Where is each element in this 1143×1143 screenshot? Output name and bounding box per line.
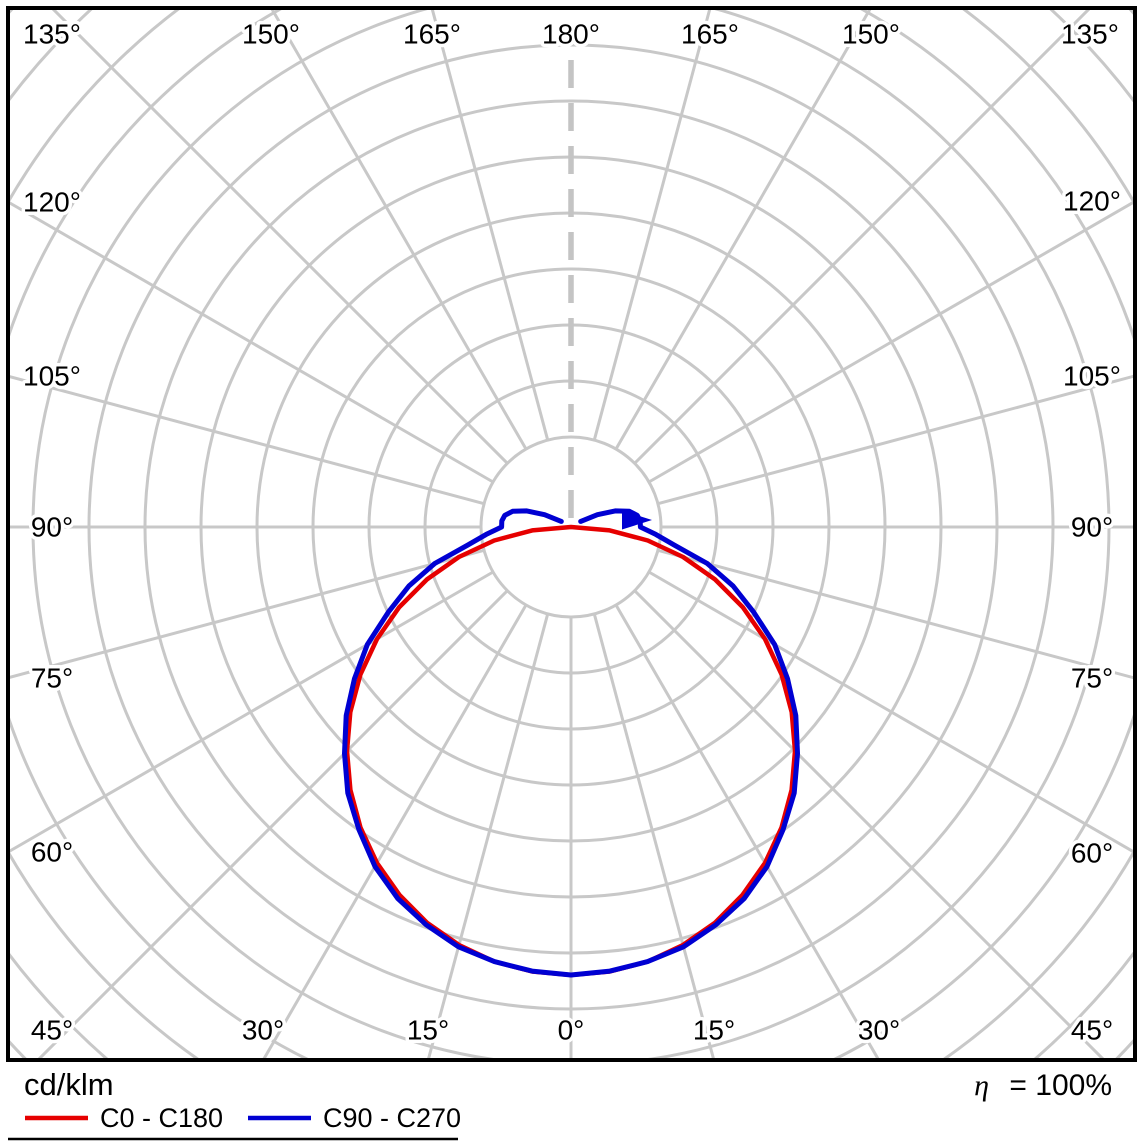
angle-tick-label: 120° bbox=[1063, 186, 1121, 217]
efficiency-label: η = 100% bbox=[974, 1069, 1112, 1102]
angle-tick-label: 0° bbox=[558, 1015, 585, 1046]
curve-direction-arrow-icon bbox=[622, 510, 652, 530]
angle-tick-label: 15° bbox=[693, 1015, 735, 1046]
eta-symbol: η bbox=[974, 1069, 989, 1102]
angle-tick-label: 135° bbox=[23, 19, 81, 50]
angle-tick-label: 150° bbox=[842, 19, 900, 50]
efficiency-value: = 100% bbox=[1009, 1069, 1112, 1102]
legend-label-c90-c270: C90 - C270 bbox=[323, 1103, 461, 1133]
angle-tick-label: 90° bbox=[31, 512, 73, 543]
angle-tick-labels: 0° 15° 15° 30° 30° 45° 45° 60° 60° 75° 75° 90° 90° 10… bbox=[20, 15, 1125, 1049]
angle-tick-label: 45° bbox=[31, 1015, 73, 1046]
angle-tick-label: 150° bbox=[242, 19, 300, 50]
angle-tick-label: 45° bbox=[1071, 1015, 1113, 1046]
curve-c90-c270 bbox=[342, 508, 800, 978]
plot-border bbox=[6, 6, 1137, 1062]
angle-tick-label: 105° bbox=[23, 361, 81, 392]
angle-tick-label: 30° bbox=[858, 1015, 900, 1046]
distribution-curves bbox=[342, 508, 800, 978]
angle-tick-label: 15° bbox=[407, 1015, 449, 1046]
angle-tick-label: 30° bbox=[242, 1015, 284, 1046]
angle-tick-label: 165° bbox=[403, 19, 461, 50]
angle-tick-label: 60° bbox=[1071, 838, 1113, 869]
angle-tick-label: 75° bbox=[1071, 663, 1113, 694]
units-label: cd/klm bbox=[24, 1067, 114, 1102]
angle-tick-label: 105° bbox=[1063, 361, 1121, 392]
angle-tick-label: 120° bbox=[23, 187, 81, 218]
legend: C0 - C180 C90 - C270 bbox=[8, 1103, 461, 1141]
angle-tick-label: 75° bbox=[31, 663, 73, 694]
legend-label-c0-c180: C0 - C180 bbox=[100, 1103, 223, 1133]
angle-tick-label: 135° bbox=[1061, 19, 1119, 50]
angle-tick-label: 60° bbox=[31, 837, 73, 868]
angle-tick-label: 180° bbox=[542, 19, 600, 50]
angle-tick-label: 90° bbox=[1071, 512, 1113, 543]
angle-tick-label: 165° bbox=[681, 19, 739, 50]
